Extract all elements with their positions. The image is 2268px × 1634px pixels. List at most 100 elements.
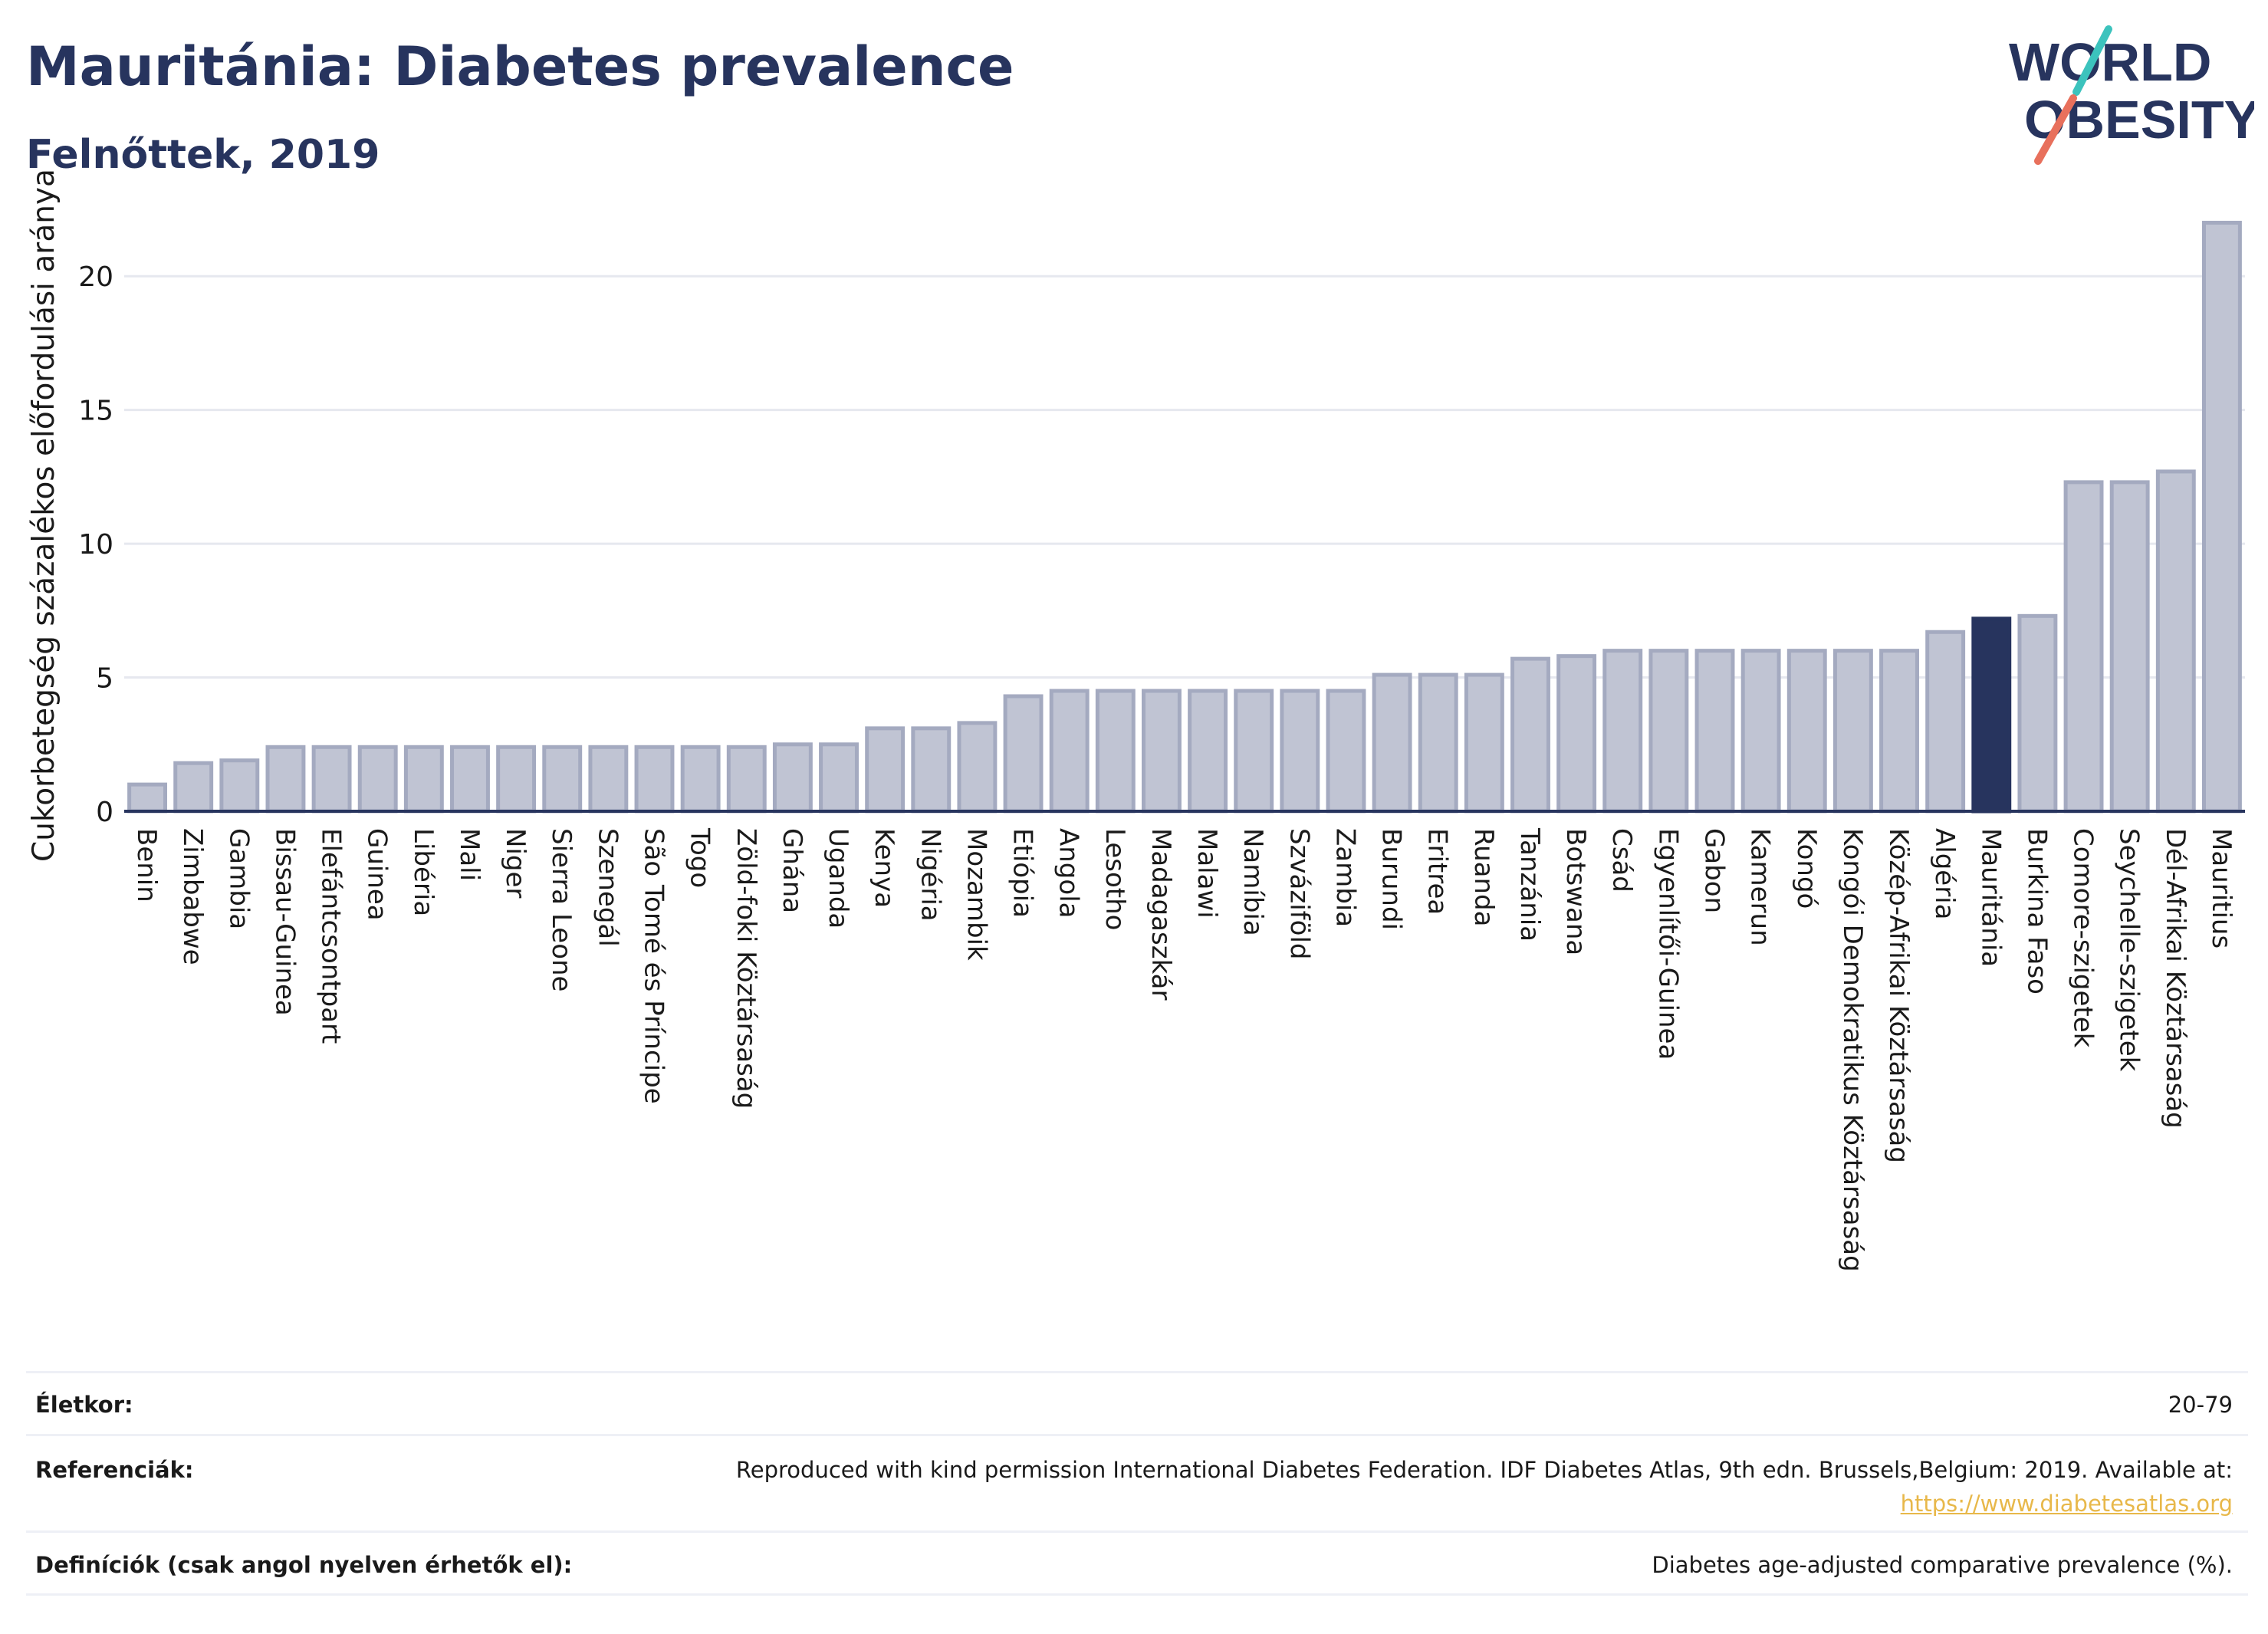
chart-title: Mauritánia: Diabetes prevalence	[26, 35, 1014, 98]
bar	[726, 745, 767, 814]
y-tick-label: 15	[78, 396, 113, 427]
x-tick-label: Burkina Faso	[2021, 828, 2052, 995]
x-tick-label: Elefántcsontpart	[316, 828, 347, 1044]
bar	[634, 745, 675, 814]
bar	[1556, 654, 1597, 814]
bar	[2201, 220, 2242, 814]
x-tick-label: Uganda	[823, 828, 853, 929]
x-tick-label: Angola	[1053, 828, 1084, 918]
y-tick-label: 10	[78, 529, 113, 561]
bar	[1188, 689, 1228, 814]
x-tick-label: Kongó	[1791, 828, 1822, 909]
bar	[819, 742, 859, 814]
y-tick-label: 0	[96, 797, 113, 828]
bar	[542, 745, 583, 814]
x-tick-label: Kamerun	[1745, 828, 1776, 946]
x-tick-label: Etiópia	[1007, 828, 1038, 918]
x-tick-label: Benin	[131, 828, 162, 902]
bar	[496, 745, 537, 814]
footer-refs-text: Reproduced with kind permission Internat…	[735, 1457, 2233, 1483]
bar	[450, 745, 490, 814]
footer-age-value: 20-79	[2168, 1392, 2233, 1418]
bar	[1510, 656, 1550, 814]
bar	[1326, 689, 1366, 814]
bars	[127, 220, 2242, 814]
x-tick-label: Mozambik	[961, 828, 991, 961]
x-tick-label: Namíbia	[1238, 828, 1268, 936]
x-tick-label: Malawi	[1192, 828, 1222, 919]
footer-defs-label: Definíciók (csak angol nyelven érhetők e…	[35, 1552, 573, 1578]
bar	[1280, 689, 1320, 814]
footer-divider	[26, 1593, 2248, 1596]
x-tick-label: Libéria	[408, 828, 439, 916]
x-tick-label: Szváziföld	[1284, 828, 1314, 959]
x-tick-label: Tanzánia	[1514, 827, 1545, 942]
logo-text-world: WORLD	[2009, 32, 2211, 92]
bar-highlight	[1971, 616, 2012, 814]
x-tick-label: Guinea	[362, 828, 393, 921]
bar	[1418, 672, 1458, 814]
x-tick-label: Szenegál	[592, 828, 623, 947]
bar	[265, 745, 306, 814]
footer-refs-label: Referenciák:	[35, 1457, 194, 1483]
x-tick-label: Zambia	[1330, 828, 1360, 927]
bar	[127, 782, 168, 814]
logo-slash-teal	[2072, 25, 2112, 96]
bar	[1602, 649, 1643, 814]
footer-age-label: Életkor:	[35, 1392, 133, 1418]
bar	[957, 721, 998, 814]
bar	[1234, 689, 1274, 814]
x-tick-label: Niger	[500, 828, 531, 898]
bar	[865, 726, 906, 814]
footer-divider	[26, 1434, 2248, 1436]
x-tick-label: Zimbabwe	[177, 828, 208, 965]
bar	[2155, 469, 2196, 814]
bar	[1049, 689, 1090, 814]
bar	[772, 742, 813, 814]
logo-slash-coral	[2034, 94, 2077, 165]
x-tick-label: Mauritánia	[1975, 828, 2006, 967]
footer-defs-value: Diabetes age-adjusted comparative preval…	[1652, 1552, 2233, 1578]
bar	[311, 745, 352, 814]
x-tick-label: Közép-Afrikai Köztársaság	[1883, 828, 1914, 1163]
footer-divider	[26, 1530, 2248, 1533]
y-axis-label: Cukorbetegség százalékos előfordulási ar…	[27, 169, 61, 862]
x-tick-label: Seychelle-szigetek	[2114, 828, 2145, 1072]
refs-link[interactable]: https://www.diabetesatlas.org	[1900, 1491, 2233, 1517]
bar	[1095, 689, 1136, 814]
world-obesity-logo: WORLD OBESITY	[2009, 25, 2254, 165]
bar	[1925, 630, 1966, 814]
bar	[588, 745, 629, 814]
x-tick-label: Kongói Demokratikus Köztársaság	[1837, 828, 1868, 1272]
bar	[219, 758, 260, 814]
x-tick-label: Ghána	[777, 828, 807, 913]
x-tick-label: Ruanda	[1468, 828, 1499, 926]
y-tick-labels: 0 5 10 15 20	[78, 261, 113, 828]
bar	[1740, 649, 1781, 814]
x-tick-label: Kenya	[869, 828, 899, 908]
bar	[2063, 480, 2104, 814]
x-tick-label: Zöld-foki Köztársaság	[731, 828, 761, 1109]
x-tick-label: Mali	[454, 828, 485, 881]
x-tick-labels: Benin Zimbabwe Gambia Bissau-Guinea Elefántc…	[131, 827, 2237, 1272]
bar	[1003, 694, 1044, 814]
footer-divider	[26, 1371, 2248, 1373]
x-tick-label: Nigéria	[915, 828, 945, 922]
bar	[1372, 672, 1412, 814]
bar	[680, 745, 721, 814]
bar	[357, 745, 398, 814]
x-tick-label: Bissau-Guinea	[269, 828, 300, 1016]
x-tick-label: Lesotho	[1099, 828, 1130, 930]
x-tick-label: Comore-szigetek	[2068, 828, 2099, 1048]
bar	[1786, 649, 1827, 814]
bar	[911, 726, 952, 814]
grid-lines	[124, 275, 2245, 679]
bar	[1141, 689, 1182, 814]
footer-refs-link[interactable]: https://www.diabetesatlas.org	[1901, 1491, 2233, 1517]
x-tick-label: Algéria	[1929, 828, 1960, 919]
bar	[1832, 649, 1873, 814]
x-tick-label: Gabon	[1699, 828, 1730, 913]
x-tick-label: Dél-Afrikai Köztársaság	[2160, 828, 2191, 1129]
x-tick-label: Csád	[1606, 828, 1637, 893]
bar	[173, 761, 214, 814]
